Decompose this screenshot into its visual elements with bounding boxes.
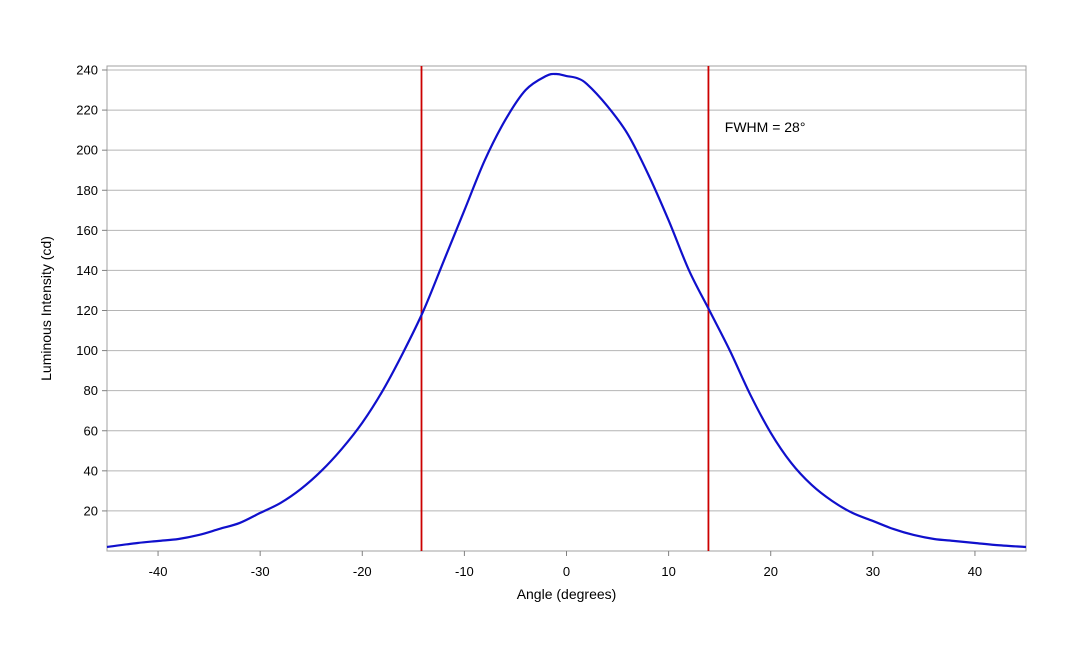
plot-frame: [106, 65, 1027, 552]
annotations: FWHM = 28°: [725, 119, 806, 135]
y-tick-label: 180: [76, 183, 98, 198]
y-axis-title: Luminous Intensity (cd): [38, 236, 54, 381]
series-line: [106, 72, 1027, 549]
x-axis-title: Angle (degrees): [517, 586, 617, 602]
y-axis: 20 40 60 80 100 120 140 160 180 200 220 240: [76, 63, 107, 518]
y-tick-label: 40: [84, 463, 98, 478]
y-tick-label: 160: [76, 223, 98, 238]
y-tick-label: 80: [84, 383, 98, 398]
x-tick-label: -20: [353, 564, 372, 579]
y-tick-label: 20: [84, 503, 98, 518]
y-tick-label: 60: [84, 423, 98, 438]
x-tick-label: 10: [661, 564, 675, 579]
series-group: [106, 72, 1027, 549]
y-tick-label: 140: [76, 263, 98, 278]
x-tick-label: 40: [968, 564, 982, 579]
x-tick-label: -30: [251, 564, 270, 579]
fwhm-lines: [420, 66, 710, 551]
fwhm-annotation: FWHM = 28°: [725, 119, 806, 135]
x-tick-label: -10: [455, 564, 474, 579]
x-tick-label: -40: [149, 564, 168, 579]
y-tick-label: 240: [76, 63, 98, 78]
grid: [107, 69, 1026, 512]
y-tick-label: 220: [76, 103, 98, 118]
x-tick-label: 20: [763, 564, 777, 579]
x-tick-label: 0: [563, 564, 570, 579]
y-tick-label: 120: [76, 303, 98, 318]
x-tick-label: 30: [866, 564, 880, 579]
y-tick-label: 100: [76, 343, 98, 358]
x-axis: -40 -30 -20 -10 0 10 20 30 40: [149, 551, 982, 579]
y-tick-label: 200: [76, 143, 98, 158]
